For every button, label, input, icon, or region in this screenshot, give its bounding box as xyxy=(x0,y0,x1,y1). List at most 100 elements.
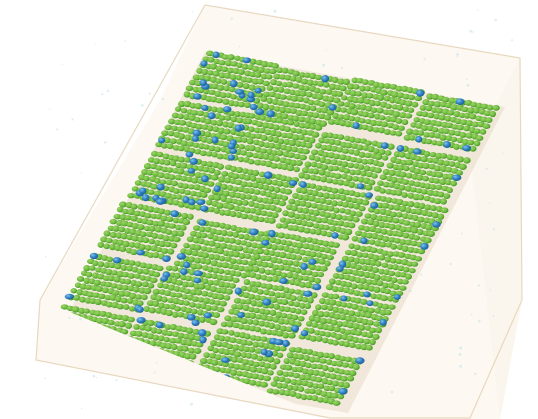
tail-bead xyxy=(354,137,362,144)
tail-bead xyxy=(174,194,183,200)
tail-bead xyxy=(332,272,340,279)
tail-bead xyxy=(353,257,361,264)
tail-bead xyxy=(339,207,346,214)
headgroup-bead xyxy=(227,154,235,161)
tail-bead xyxy=(319,358,327,364)
tail-bead xyxy=(426,211,434,217)
lipid-domain xyxy=(275,180,372,241)
tail-bead xyxy=(244,118,253,125)
headgroup-bead xyxy=(266,110,275,118)
tail-bead xyxy=(123,304,130,310)
lipid-domain xyxy=(183,50,279,110)
tail-bead xyxy=(392,217,400,224)
tail-bead xyxy=(363,271,371,279)
tail-bead xyxy=(365,344,373,351)
tail-bead xyxy=(252,182,260,189)
tail-bead xyxy=(133,273,142,279)
tail-bead xyxy=(380,121,389,128)
headgroup-bead xyxy=(187,167,196,174)
tail-bead xyxy=(283,233,291,240)
headgroup-bead xyxy=(203,312,213,319)
tail-bead xyxy=(315,228,322,236)
tail-bead xyxy=(475,135,484,141)
tail-bead xyxy=(374,153,383,160)
tail-bead xyxy=(255,314,263,320)
tail-bead xyxy=(438,179,447,185)
tail-bead xyxy=(288,247,295,254)
tail-bead xyxy=(393,238,402,244)
tail-bead xyxy=(192,74,201,81)
tail-bead xyxy=(309,335,318,342)
headgroup-bead xyxy=(193,270,203,277)
tail-bead xyxy=(328,138,336,146)
tail-bead xyxy=(260,60,269,68)
tail-bead xyxy=(404,100,413,107)
headgroup-bead xyxy=(412,148,422,155)
lipid-domain xyxy=(351,195,449,255)
tail-bead xyxy=(319,88,327,95)
tail-bead xyxy=(222,250,230,257)
tail-bead xyxy=(424,237,432,244)
tail-bead xyxy=(211,106,218,113)
tail-bead xyxy=(319,265,328,272)
tail-bead xyxy=(296,242,304,249)
solvent-dot xyxy=(99,259,101,262)
tail-bead xyxy=(197,297,205,303)
solvent-dot xyxy=(477,284,481,287)
tail-bead xyxy=(281,259,289,266)
tail-bead xyxy=(188,79,197,86)
tail-bead xyxy=(216,107,224,114)
headgroup-bead xyxy=(247,91,255,99)
tail-bead xyxy=(78,307,86,315)
tail-bead xyxy=(322,192,331,199)
tail-bead xyxy=(281,223,289,229)
tail-bead xyxy=(264,116,273,123)
lipid-domain xyxy=(254,67,350,127)
tail-bead xyxy=(349,90,357,97)
tail-bead xyxy=(273,73,281,80)
tail-bead xyxy=(187,282,195,288)
tail-bead xyxy=(404,113,413,119)
headgroup-bead xyxy=(189,157,198,165)
tail-bead xyxy=(359,298,368,305)
tail-bead xyxy=(143,225,151,232)
tail-bead xyxy=(425,105,433,112)
tail-bead xyxy=(158,208,166,215)
solvent-dot xyxy=(511,39,514,42)
solvent-dot xyxy=(489,289,491,291)
headgroup-bead xyxy=(221,357,230,364)
headgroup-bead xyxy=(188,198,196,206)
tail-bead xyxy=(492,104,500,111)
tail-bead xyxy=(303,85,310,92)
tail-bead xyxy=(417,130,425,136)
tail-bead xyxy=(320,120,327,127)
tail-bead xyxy=(313,87,321,94)
headgroup-bead xyxy=(139,187,147,195)
tail-bead xyxy=(357,283,365,290)
tail-bead xyxy=(257,374,265,381)
tail-bead xyxy=(382,282,389,289)
tail-bead xyxy=(283,287,290,294)
tail-bead xyxy=(327,96,335,103)
tail-bead xyxy=(337,179,345,186)
tail-bead xyxy=(370,107,378,113)
tail-bead xyxy=(396,231,405,238)
tail-bead xyxy=(144,325,152,332)
tail-bead xyxy=(241,359,250,365)
tail-bead xyxy=(276,100,285,106)
tail-bead xyxy=(172,311,179,318)
tail-bead xyxy=(206,161,214,168)
tail-bead xyxy=(341,148,350,154)
tail-bead xyxy=(302,243,311,250)
tail-bead xyxy=(318,198,327,204)
tail-bead xyxy=(174,292,183,298)
tail-bead xyxy=(215,341,223,347)
tail-bead xyxy=(401,179,410,186)
tail-bead xyxy=(93,279,102,286)
tail-bead xyxy=(184,189,191,196)
tail-bead xyxy=(276,67,284,74)
tail-bead xyxy=(251,287,259,293)
tail-bead xyxy=(225,197,234,204)
tail-bead xyxy=(152,252,160,259)
tail-bead xyxy=(354,311,362,317)
